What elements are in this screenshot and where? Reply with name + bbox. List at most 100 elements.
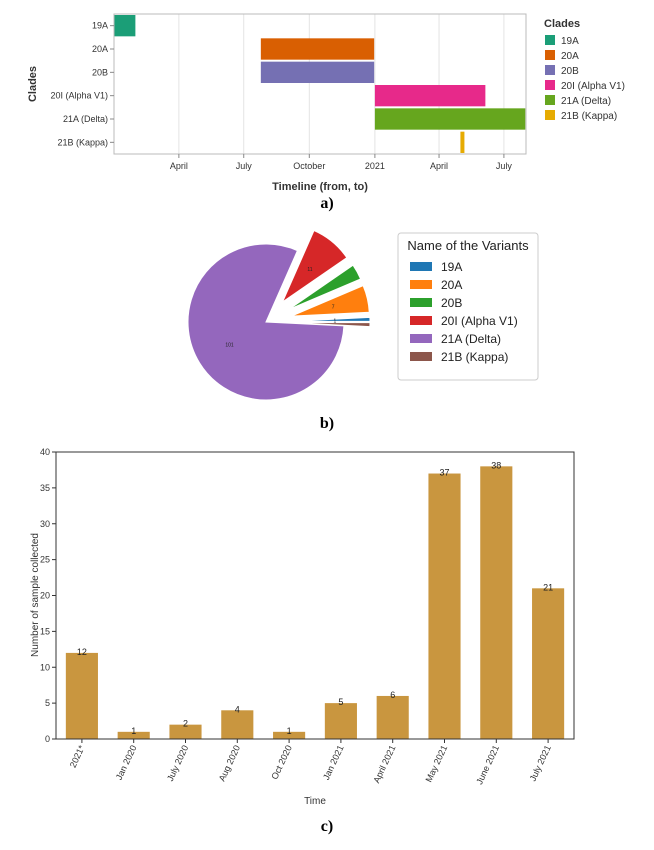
timeline-y-tick-label: 20B [92,67,108,77]
bar-series [65,466,565,739]
timeline-legend-swatch [545,35,555,45]
timeline-legend-label: 21B (Kappa) [561,111,617,122]
bar-y-tick-label: 0 [45,734,50,744]
bar-data-label: 4 [235,704,240,714]
timeline-legend-swatch [545,110,555,120]
pie-legend-swatch [410,334,432,343]
timeline-bar [374,85,486,107]
bar-data-label: 12 [77,647,87,657]
pie-legend-label: 19A [441,260,462,274]
pie-slice [187,243,345,401]
pie-legend: 19A 20A 20B 20I (Alpha V1) 21A (Delta) 21B (K… [410,260,518,364]
bar-x-ticks: 2021* Jan 2020 July 2020 Aug 2020 Oct 2020 Ja… [68,739,553,786]
pie-legend-frame [397,232,539,381]
bar-x-tick-label: Jan 2020 [114,744,139,782]
bar-data-label: 5 [338,697,343,707]
timeline-x-tick-label: April [170,161,188,171]
timeline-x-tick-label: 2021 [365,161,385,171]
bar-y-tick-label: 35 [40,483,50,493]
timeline-y-tick-label: 21B (Kappa) [57,137,108,147]
timeline-y-ticks: 19A 20A 20B 20I (Alpha V1) 21A (Delta) 21B (K… [50,21,114,147]
timeline-legend-label: 20I (Alpha V1) [561,81,625,92]
bar-x-tick-label: April 2021 [371,744,397,785]
bar-x-tick-label: Jan 2021 [321,744,346,782]
pie-slice-label: 101 [225,343,234,349]
bar [376,695,409,739]
pie-legend-label: 21B (Kappa) [441,350,508,364]
timeline-plot-frame [113,13,527,155]
timeline-y-tick-label: 21A (Delta) [63,114,108,124]
timeline-y-tick-label: 20I (Alpha V1) [50,91,108,101]
pie-slice [281,229,348,304]
bar-data-label: 2 [183,719,188,729]
pie-legend-swatch [410,352,432,361]
timeline-bar [260,61,375,83]
timeline-y-tick-label: 19A [92,21,108,31]
pie-legend-label: 20A [441,278,462,292]
timeline-legend-label: 20A [561,51,579,62]
bar-y-tick-label: 15 [40,626,50,636]
timeline-x-tick-label: October [293,161,325,171]
panel-label-a: a) [320,195,334,212]
bar-y-tick-label: 30 [40,519,50,529]
pie-slice [288,264,362,310]
pie-legend-label: 21A (Delta) [441,332,501,346]
bar-y-axis-label: Number of sample collected [30,533,41,657]
pie-slices [187,229,371,401]
timeline-legend-title: Clades [544,18,580,30]
bar [532,588,565,739]
timeline-x-tick-label: July [496,161,513,171]
bar-y-tick-label: 40 [40,447,50,457]
bar [273,731,306,739]
timeline-x-tick-label: April [430,161,448,171]
bar-x-axis-label: Time [304,796,326,807]
pie-slice-label: 7 [332,305,335,311]
timeline-legend-label: 21A (Delta) [561,96,611,107]
bar-data-label: 6 [390,690,395,700]
bar-y-tick-label: 20 [40,591,50,601]
timeline-x-tick-label: July [236,161,253,171]
pie-slice-label: 11 [307,267,312,273]
bar-y-tick-label: 25 [40,555,50,565]
pie-slice [291,316,371,322]
bar-data-label: 37 [439,468,449,478]
bar [480,466,513,739]
bar-x-tick-label: Aug 2020 [217,744,242,783]
timeline-bar [260,38,375,60]
bar [169,724,202,739]
bar-data-label: 1 [131,726,136,736]
bar [324,703,357,739]
pie-legend-label: 20B [441,296,462,310]
bar-x-tick-label: July 2021 [528,744,553,783]
pie-chart: 1 7 11 101 Name of the Variants 19A 20A 20B 20… [187,229,539,401]
timeline-legend-swatch [545,80,555,90]
timeline-bar [374,108,526,130]
bar-y-tick-label: 5 [45,698,50,708]
timeline-legend-swatch [545,95,555,105]
timeline-x-axis-label: Timeline (from, to) [272,181,368,193]
timeline-bar [460,131,465,153]
pie-legend-label: 20I (Alpha V1) [441,314,518,328]
pie-legend-swatch [410,280,432,289]
pie-slice [291,284,370,317]
timeline-x-ticks: April July October 2021 April July [170,154,513,171]
timeline-grid [178,14,505,154]
bar-data-label: 21 [543,582,553,592]
timeline-bars [114,15,526,153]
panel-label-b: b) [319,415,335,432]
timeline-legend: 19A 20A 20B 20I (Alpha V1) 21A (Delta) 21B (K… [545,35,625,122]
timeline-legend-swatch [545,50,555,60]
timeline-legend-swatch [545,65,555,75]
bar [428,473,461,739]
timeline-legend-label: 19A [561,36,579,47]
bar-x-tick-label: June 2021 [474,744,501,786]
pie-labels: 1 7 11 101 [225,267,336,349]
bar-x-tick-label: May 2021 [424,744,450,784]
bar [117,731,150,739]
bar [65,652,98,739]
pie-legend-swatch [410,298,432,307]
bar-y-ticks: 0 5 10 15 20 25 30 35 40 [40,447,56,744]
pie-slice-label: 1 [333,318,336,324]
